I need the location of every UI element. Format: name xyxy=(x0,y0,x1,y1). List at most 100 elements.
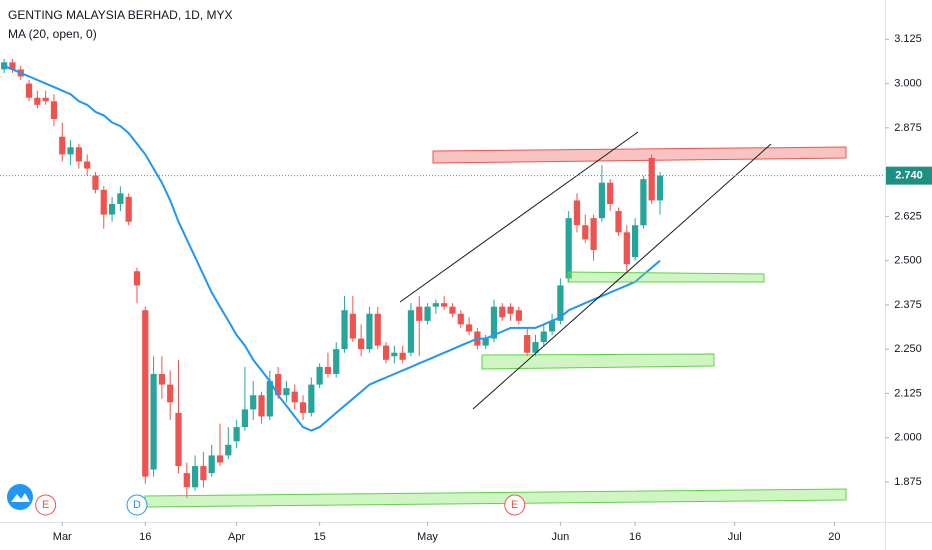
x-tick-label: 16 xyxy=(629,531,641,543)
candle-body xyxy=(648,157,655,201)
y-tick-label: 1.875 xyxy=(894,476,922,488)
candle-body xyxy=(540,331,547,343)
event-label: E xyxy=(511,499,518,511)
candle-body xyxy=(34,97,41,105)
candle-body xyxy=(615,211,622,233)
candle-body xyxy=(324,366,332,374)
drawings xyxy=(144,131,847,508)
candle-body xyxy=(108,203,116,215)
candle-body xyxy=(490,306,498,339)
indicator-legend: MA (20, open, 0) xyxy=(8,27,97,41)
trend-line xyxy=(399,131,639,303)
candle-body xyxy=(515,310,522,321)
plot-area xyxy=(1,58,664,498)
candle-body xyxy=(631,225,639,258)
candle-body xyxy=(465,324,473,332)
candle-body xyxy=(275,373,282,396)
candle-body xyxy=(349,313,356,339)
candle-body xyxy=(656,175,664,201)
candle-body xyxy=(623,232,630,265)
candle-body xyxy=(316,366,323,385)
event-marker xyxy=(35,494,57,516)
y-tick-label: 2.875 xyxy=(894,122,922,134)
x-tick-label: Jul xyxy=(728,531,742,543)
candle-body xyxy=(50,101,58,119)
candle-body xyxy=(582,225,589,240)
candle-body xyxy=(200,466,207,481)
candle-body xyxy=(142,310,149,477)
candle-body xyxy=(59,136,66,155)
candle-body xyxy=(532,342,539,353)
event-label: D xyxy=(133,499,141,511)
candle-body xyxy=(9,62,16,70)
y-tick-label: 2.625 xyxy=(894,210,922,222)
candle-body xyxy=(25,83,33,98)
x-tick-label: 20 xyxy=(828,531,840,543)
candle-body xyxy=(573,200,581,226)
candle-body xyxy=(565,218,572,279)
logo-icon xyxy=(11,493,30,502)
candle-body xyxy=(216,455,224,463)
candle-body xyxy=(84,161,91,169)
candle-body xyxy=(208,455,215,474)
candle-body xyxy=(42,97,49,102)
y-tick-label: 3.125 xyxy=(894,33,922,45)
chart-title: GENTING MALAYSIA BERHAD, 1D, MYX xyxy=(8,8,233,22)
candle-body xyxy=(250,395,257,410)
candle-body xyxy=(175,412,182,467)
candle-body xyxy=(366,313,373,350)
candle-body xyxy=(117,193,124,204)
candle-body xyxy=(167,384,174,403)
candle-body xyxy=(441,303,448,307)
candle-body xyxy=(100,189,107,215)
y-tick-label: 2.000 xyxy=(894,432,922,444)
candle-body xyxy=(407,310,415,353)
candle-body xyxy=(548,320,556,332)
y-tick-label: 2.250 xyxy=(894,343,922,355)
support-zone xyxy=(481,353,715,370)
candle-body xyxy=(524,335,531,353)
candle-body xyxy=(283,388,290,396)
candle-body xyxy=(158,373,166,385)
candle-body xyxy=(258,395,265,417)
candle-body xyxy=(133,271,141,286)
candle-body xyxy=(183,473,190,488)
candle-body xyxy=(607,182,614,204)
candle-body xyxy=(457,313,464,325)
candle-body xyxy=(291,391,298,403)
candle-body xyxy=(557,285,564,321)
candle-body xyxy=(75,147,82,162)
candle-body xyxy=(233,427,240,442)
candle-body xyxy=(598,182,606,219)
y-tick-label: 2.500 xyxy=(894,255,922,267)
candle-body xyxy=(299,402,307,413)
logo xyxy=(7,484,33,510)
x-tick-label: 16 xyxy=(139,531,151,543)
candle-body xyxy=(308,384,315,413)
event-marker xyxy=(126,494,148,516)
candle-body xyxy=(92,175,99,190)
y-tick-label: 3.000 xyxy=(894,77,922,89)
candle-body xyxy=(449,306,456,314)
candle-body xyxy=(382,345,390,360)
candle-body xyxy=(125,196,132,222)
candle-body xyxy=(399,352,406,360)
candle-body xyxy=(1,62,8,70)
moving-average xyxy=(3,64,661,432)
candle-body xyxy=(482,338,489,346)
candle-body xyxy=(333,349,340,374)
last-price-badge xyxy=(886,166,932,185)
candle-body xyxy=(225,444,232,456)
y-tick-label: 2.125 xyxy=(894,387,922,399)
candle-body xyxy=(391,352,398,357)
candle-body xyxy=(241,409,249,428)
candle-body xyxy=(150,373,157,470)
candle-body xyxy=(266,381,273,417)
y-tick-label: 2.375 xyxy=(894,299,922,311)
last-price-label: 2.740 xyxy=(895,170,923,182)
candle-body xyxy=(374,313,381,346)
candle-body xyxy=(67,147,74,155)
event-marker xyxy=(504,494,526,516)
x-tick-label: Apr xyxy=(228,531,245,543)
trend-line xyxy=(472,143,772,410)
